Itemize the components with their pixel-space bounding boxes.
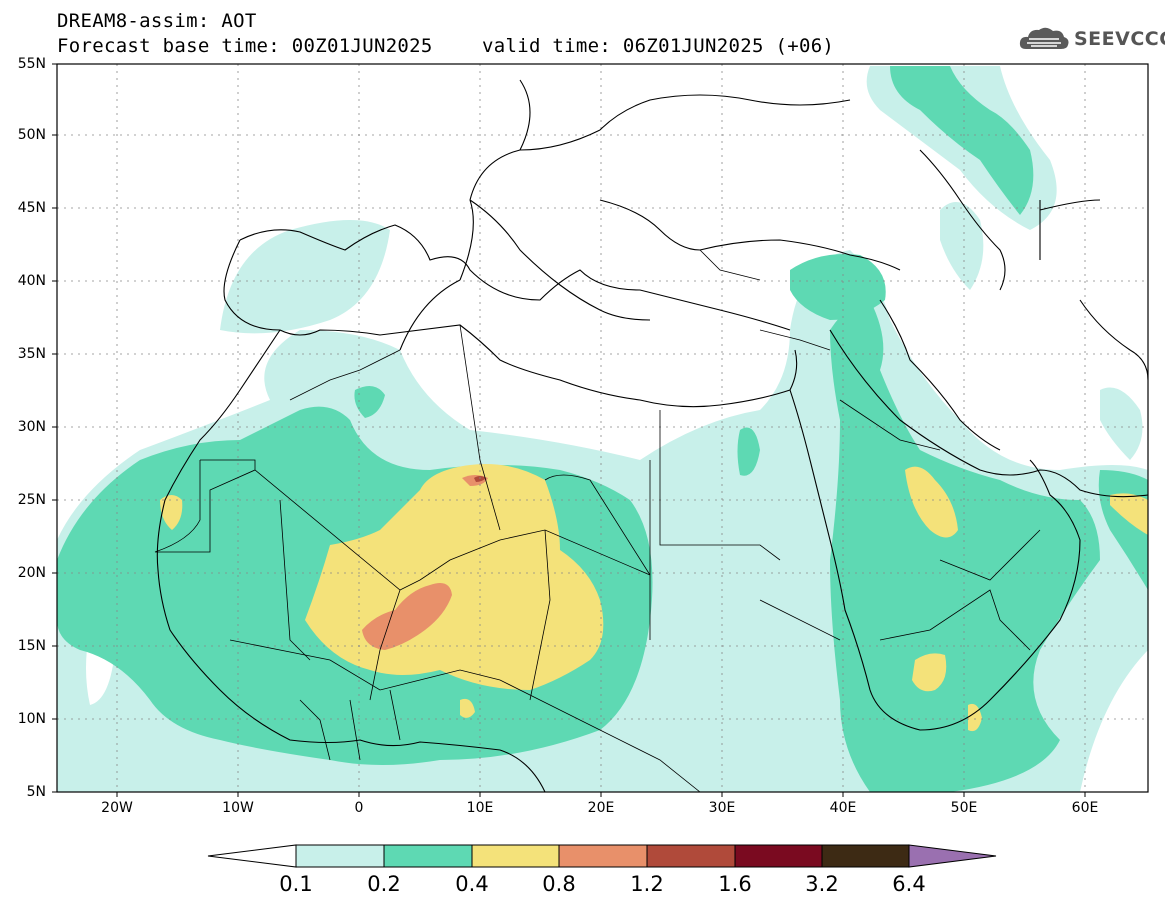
colorbar-label: 6.4 (892, 872, 926, 896)
lon-label: 60E (1071, 800, 1099, 816)
map-frame (56, 63, 1149, 793)
colorbar-label: 0.2 (367, 872, 401, 896)
lon-label: 30E (708, 800, 736, 816)
lat-label: 30N (17, 419, 46, 435)
lat-label: 20N (17, 565, 46, 581)
lat-label: 40N (17, 273, 46, 289)
country-borders (154, 249, 1041, 792)
lat-label: 15N (17, 638, 46, 654)
logo-text: SEEVCCC (1074, 28, 1165, 50)
lon-label: 40E (829, 800, 857, 816)
colorbar-low-arrow (207, 844, 297, 868)
colorbar-label: 3.2 (805, 872, 839, 896)
colorbar-high-arrow (908, 844, 997, 868)
colorbar-label: 0.4 (455, 872, 489, 896)
colorbar-bin (646, 844, 736, 868)
tick-marks (52, 63, 1086, 797)
lon-label: 20E (587, 800, 615, 816)
lon-label: 10E (466, 800, 494, 816)
coastlines (156, 79, 1148, 792)
colorbar-bin (734, 844, 823, 868)
graticule (57, 64, 1148, 792)
colorbar-label: 1.2 (630, 872, 664, 896)
forecast-base-time: Forecast base time: 00Z01JUN2025 (57, 35, 433, 57)
lon-label: 0 (354, 800, 364, 816)
colorbar-label: 0.1 (279, 872, 313, 896)
colorbar-bin (821, 844, 910, 868)
colorbar-bin (558, 844, 648, 868)
lon-label: 50E (950, 800, 978, 816)
lat-label: 35N (17, 346, 46, 362)
lat-label: 10N (17, 711, 46, 727)
lat-label: 45N (17, 200, 46, 216)
lon-label: 20W (101, 800, 133, 816)
colorbar-bin (295, 844, 385, 868)
colorbar-bin (383, 844, 473, 868)
seevccc-logo: SEEVCCC (1018, 24, 1165, 54)
lon-label: 10W (222, 800, 254, 816)
cloud-icon (1019, 27, 1069, 49)
lat-label: 55N (17, 56, 46, 72)
lat-label: 5N (26, 784, 46, 800)
lat-label: 50N (17, 127, 46, 143)
valid-time: valid time: 06Z01JUN2025 (+06) (482, 35, 835, 57)
colorbar-label: 1.6 (718, 872, 752, 896)
colorbar-label: 0.8 (542, 872, 576, 896)
colorbar (207, 844, 997, 868)
lat-label: 25N (17, 492, 46, 508)
map-title: DREAM8-assim: AOT (57, 10, 257, 32)
colorbar-bin (471, 844, 560, 868)
